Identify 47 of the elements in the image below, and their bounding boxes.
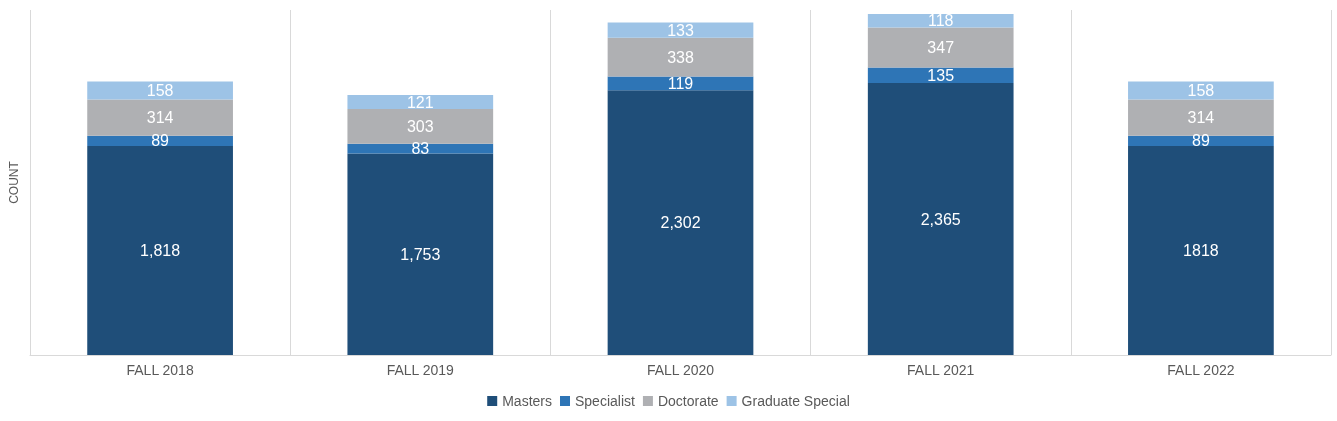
data-label: 1,753	[400, 245, 441, 263]
bar	[87, 81, 233, 100]
bar	[867, 27, 1014, 68]
bar	[347, 95, 494, 110]
x-tick-label: FALL 2019	[386, 362, 455, 378]
bar	[867, 83, 1014, 355]
bar	[1128, 135, 1274, 146]
data-label: 83	[411, 140, 430, 158]
bar	[1128, 145, 1274, 355]
data-label: 133	[667, 21, 694, 39]
bar	[87, 135, 233, 146]
bar	[347, 109, 494, 144]
data-label: 347	[927, 39, 955, 57]
bar	[867, 14, 1014, 28]
y-axis-title: COUNT	[7, 160, 21, 204]
bar	[1128, 81, 1274, 100]
data-label: 338	[667, 48, 694, 66]
data-label: 89	[151, 132, 170, 150]
data-label: 2,365	[920, 210, 961, 228]
data-label: 1818	[1183, 241, 1219, 259]
x-tick-label: FALL 2018	[126, 362, 194, 378]
data-label: 89	[1192, 132, 1210, 150]
data-label: 303	[406, 117, 434, 135]
data-label: 118	[927, 12, 954, 30]
bar	[347, 153, 494, 355]
legend-label: Specialist	[575, 393, 636, 409]
legend-label: Graduate Special	[741, 393, 850, 409]
legend-label: Masters	[502, 393, 553, 409]
bar	[607, 22, 754, 38]
data-label: 119	[667, 74, 694, 92]
data-label: 158	[1187, 82, 1215, 99]
data-label: 135	[927, 66, 955, 84]
bar	[87, 99, 233, 136]
data-label: 158	[146, 82, 174, 99]
bar	[87, 145, 233, 355]
data-label: 314	[146, 109, 174, 127]
legend-label: Doctorate	[657, 393, 719, 409]
data-label: 2,302	[660, 214, 701, 232]
x-tick-label: FALL 2022	[1167, 362, 1235, 378]
data-label: 1,818	[140, 241, 181, 259]
bar	[1128, 99, 1274, 136]
data-label: 121	[406, 93, 434, 111]
x-tick-label: FALL 2020	[646, 362, 715, 378]
bar	[607, 37, 754, 77]
data-label: 314	[1187, 109, 1215, 127]
x-tick-label: FALL 2021	[907, 362, 975, 378]
bar	[607, 90, 754, 355]
